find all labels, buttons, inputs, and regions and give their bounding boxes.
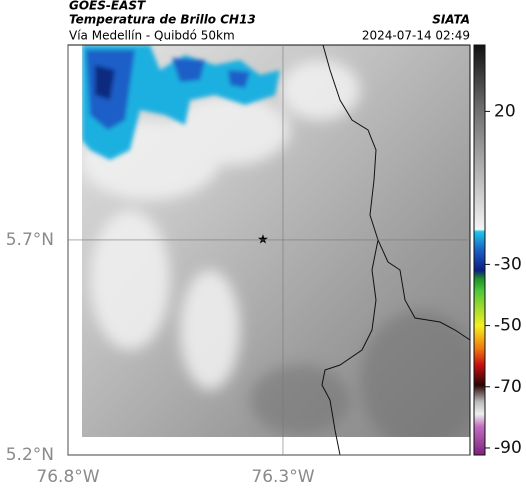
lon-tick-label: 76.3°W bbox=[251, 467, 314, 487]
colorbar bbox=[473, 44, 486, 456]
route-label: Vía Medellín - Quibdó 50km bbox=[69, 29, 235, 43]
borders bbox=[321, 44, 471, 456]
source-label: SIATA bbox=[432, 13, 470, 27]
lat-tick-label: 5.2°N bbox=[6, 445, 54, 465]
lat-tick-label: 5.7°N bbox=[6, 230, 54, 250]
colorbar-tick-label: -50 bbox=[494, 316, 522, 336]
colorbar-tick-label: -90 bbox=[494, 438, 522, 458]
colorbar-tick-label: 20 bbox=[494, 101, 516, 121]
brightness-field bbox=[82, 45, 470, 437]
lon-tick-label: 76.8°W bbox=[36, 467, 99, 487]
satellite-title: GOES-EAST bbox=[69, 0, 146, 13]
colorbar-tick-label: -30 bbox=[494, 254, 522, 274]
datetime-label: 2024-07-14 02:49 bbox=[362, 29, 470, 43]
colorbar-tick-label: -70 bbox=[494, 377, 522, 397]
product-title: Temperatura de Brillo CH13 bbox=[69, 13, 256, 27]
